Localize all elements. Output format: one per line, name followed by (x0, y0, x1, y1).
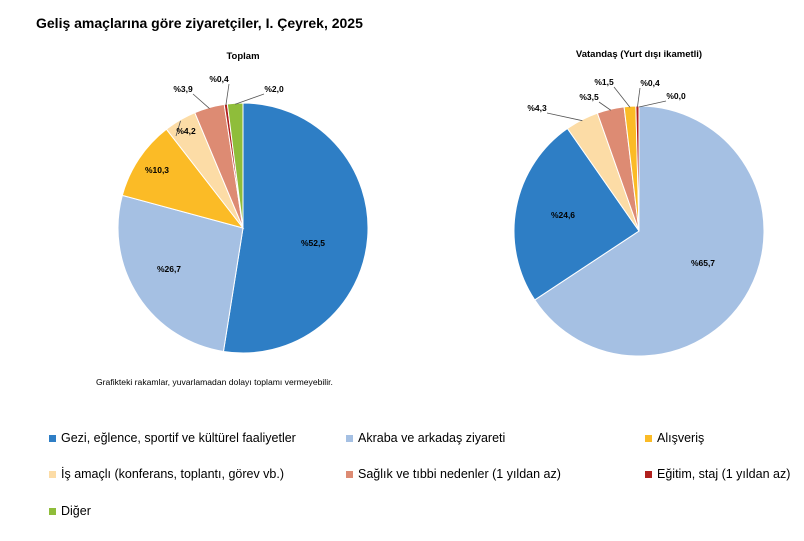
leader-line (225, 83, 230, 106)
data-label: %0,4 (640, 78, 660, 88)
legend-item-is: İş amaçlı (konferans, toplantı, görev vb… (49, 467, 284, 481)
data-label: %3,5 (579, 92, 599, 102)
data-label: %2,0 (264, 84, 284, 94)
pie-slice-gezi (513, 127, 640, 301)
legend-swatch (346, 434, 353, 442)
leader-line (598, 101, 612, 111)
rounding-note: Grafikteki rakamlar, yuvarlamadan dolayı… (96, 377, 333, 387)
pie-chart-1: Toplam %52,5 %26,7 %10,3 %4,2 %3,9 %0,4 %2,0 (117, 51, 369, 354)
pie-title: Toplam (226, 51, 259, 62)
leader-line (192, 93, 210, 109)
data-label: %1,5 (594, 77, 614, 87)
data-label: %26,7 (157, 264, 181, 274)
leader-line (235, 93, 265, 105)
legend-item-diger: Diğer (49, 504, 91, 518)
data-label: %65,7 (691, 258, 715, 268)
leader-line (613, 86, 631, 108)
data-label: %4,2 (176, 126, 196, 136)
legend-label: Sağlık ve tıbbi nedenler (1 yıldan az) (358, 467, 561, 481)
pie-slice-akraba (534, 105, 765, 357)
pie-slice-alisveris (121, 128, 245, 229)
legend-label: Gezi, eğlence, sportif ve kültürel faali… (61, 431, 296, 445)
pie-slice-gezi (222, 102, 369, 354)
data-label: %0,4 (209, 74, 229, 84)
leader-line (175, 120, 181, 137)
legend-swatch (645, 470, 652, 478)
legend-swatch (49, 507, 56, 515)
legend-swatch (49, 434, 56, 442)
legend-item-alisveris: Alışveriş (645, 431, 704, 445)
legend-item-egitim: Eğitim, staj (1 yıldan az) (645, 467, 790, 481)
leader-line (546, 112, 583, 122)
legend-swatch (49, 470, 56, 478)
data-label: %52,5 (301, 238, 325, 248)
legend-swatch (645, 434, 652, 442)
data-label: %3,9 (173, 84, 193, 94)
legend-label: Diğer (61, 504, 91, 518)
pie-slice-diger (226, 102, 244, 229)
leader-line (638, 100, 667, 108)
data-label: %4,3 (527, 103, 547, 113)
legend-item-saglik: Sağlık ve tıbbi nedenler (1 yıldan az) (346, 467, 561, 481)
legend-item-akraba: Akraba ve arkadaş ziyareti (346, 431, 505, 445)
data-label: %10,3 (145, 165, 169, 175)
chart-title: Geliş amaçlarına göre ziyaretçiler, I. Ç… (36, 15, 363, 31)
legend-label: Akraba ve arkadaş ziyareti (358, 431, 506, 445)
data-label: %0,0 (666, 91, 686, 101)
data-label: %24,6 (551, 210, 575, 220)
legend-label: İş amaçlı (konferans, toplantı, görev vb… (61, 467, 285, 481)
legend-item-gezi: Gezi, eğlence, sportif ve kültürel faali… (49, 431, 296, 445)
pie-chart-2: Vatandaş (Yurt dışı ikametli) %65,7 %24,6%… (513, 49, 765, 357)
pie-slice-akraba (117, 194, 244, 353)
leader-line (637, 87, 641, 108)
legend-swatch (346, 470, 353, 478)
pie-title: Vatandaş (Yurt dışı ikametli) (576, 49, 702, 60)
legend-label: Alışveriş (657, 431, 705, 445)
legend-label: Eğitim, staj (1 yıldan az) (657, 467, 791, 481)
